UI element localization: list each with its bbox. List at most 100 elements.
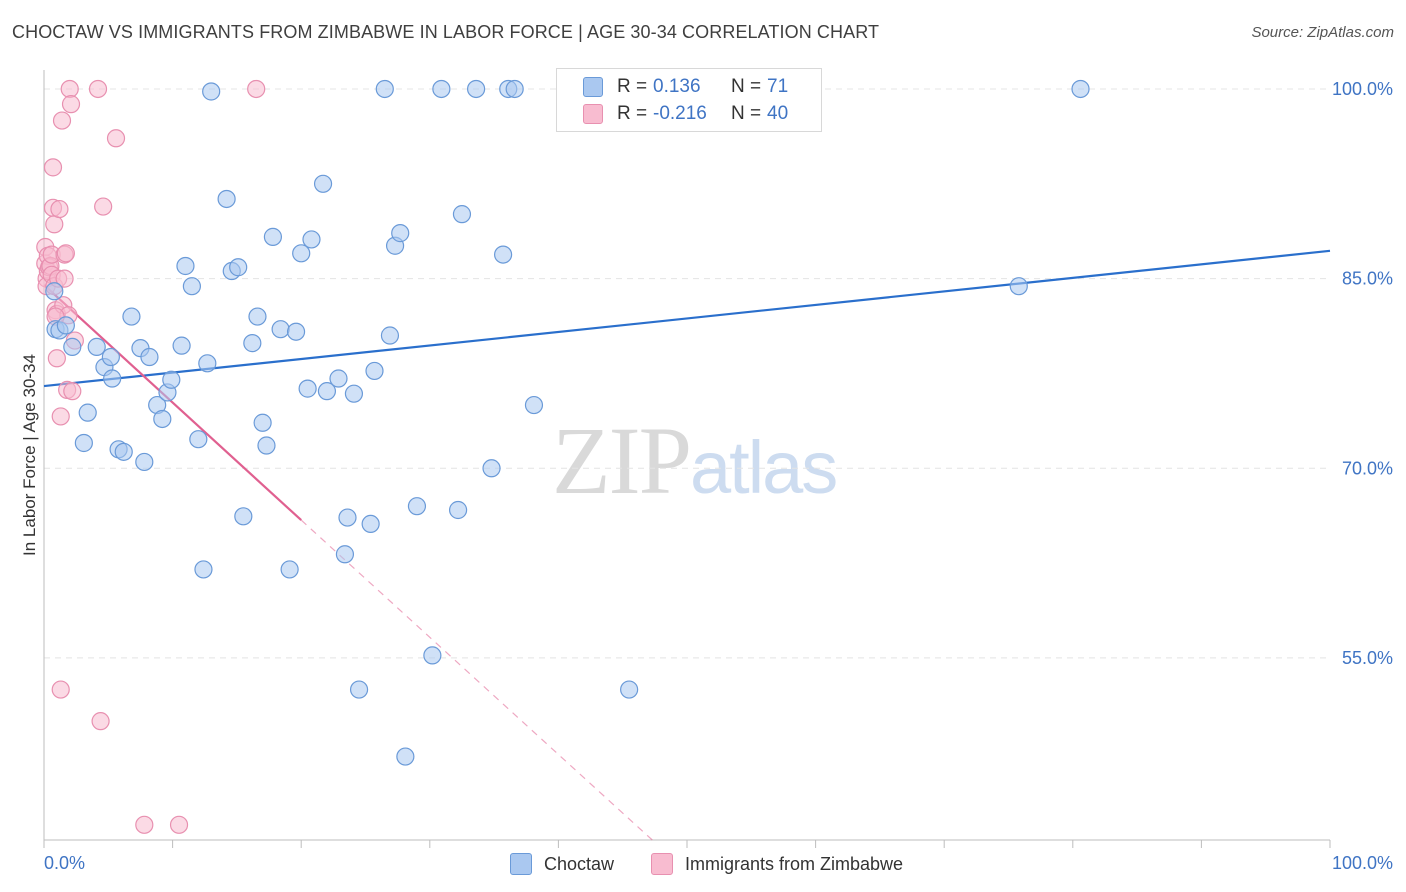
bottom-legend-label-zimbabwe: Immigrants from Zimbabwe	[685, 853, 904, 874]
watermark: ZIPatlas	[552, 405, 838, 516]
choctaw-point	[335, 545, 355, 564]
choctaw-point	[391, 224, 410, 243]
choctaw-point	[45, 282, 64, 301]
y-tick-label: 70.0%	[1342, 458, 1393, 478]
legend-n-value: 40	[767, 103, 789, 124]
choctaw-point	[396, 747, 415, 766]
zimbabwe-point	[106, 129, 126, 148]
zimbabwe-point	[47, 349, 66, 368]
choctaw-point	[494, 245, 513, 264]
choctaw-point	[56, 316, 75, 335]
trend-lines	[43, 249, 1331, 841]
bottom-legend-swatch-choctaw	[510, 853, 532, 875]
choctaw-point	[302, 230, 321, 249]
zimbabwe-point	[94, 197, 113, 216]
choctaw-point	[253, 413, 272, 432]
choctaw-point	[198, 354, 217, 373]
choctaw-point	[74, 433, 93, 453]
choctaw-point	[263, 227, 283, 246]
legend-row-zimbabwe: R = -0.216 N = 40	[583, 101, 788, 127]
zimbabwe-point	[247, 79, 266, 99]
choctaw-point	[375, 79, 394, 99]
x-tick-label: 100.0%	[1332, 853, 1393, 873]
legend-swatch-choctaw	[583, 77, 603, 97]
choctaw-points	[45, 79, 1090, 766]
choctaw-point	[448, 500, 468, 520]
bottom-legend-swatch-zimbabwe	[651, 853, 673, 875]
zimbabwe-trend-line	[43, 284, 302, 521]
source-label: Source: ZipAtlas.com	[1251, 24, 1394, 41]
choctaw-point	[505, 79, 524, 99]
legend-row-choctaw: R = 0.136 N = 71	[583, 74, 788, 100]
choctaw-point	[338, 508, 357, 527]
choctaw-point	[202, 82, 221, 101]
choctaw-point	[432, 79, 451, 99]
choctaw-point	[87, 337, 106, 356]
watermark-zip: ZIP	[552, 407, 692, 514]
zimbabwe-trend-extension	[300, 519, 653, 841]
y-tick-label: 100.0%	[1332, 79, 1393, 99]
zimbabwe-point	[45, 215, 64, 234]
choctaw-point	[271, 320, 290, 339]
chart-title: CHOCTAW VS IMMIGRANTS FROM ZIMBABWE IN L…	[12, 22, 880, 42]
y-tick-label: 55.0%	[1342, 648, 1393, 668]
zimbabwe-point	[88, 79, 108, 99]
choctaw-point	[482, 459, 501, 478]
choctaw-point	[103, 369, 122, 388]
legend-n-value: 71	[767, 76, 789, 97]
zimbabwe-point	[135, 815, 154, 834]
choctaw-point	[1009, 277, 1028, 296]
legend-n-label: N =	[731, 76, 762, 97]
stats-legend: R = 0.136 N = 71 R = -0.216 N = 40	[556, 68, 822, 132]
tick-labels: 55.0% 70.0% 85.0% 100.0% 0.0% 100.0%	[44, 79, 1393, 873]
zimbabwe-point	[55, 269, 74, 288]
zimbabwe-point	[61, 95, 81, 114]
choctaw-point	[114, 442, 133, 461]
choctaw-point	[229, 258, 248, 277]
choctaw-point	[189, 430, 208, 449]
zimbabwe-point	[43, 158, 63, 177]
legend-r-value: -0.216	[653, 103, 707, 124]
choctaw-point	[248, 307, 267, 326]
zimbabwe-point	[51, 680, 70, 699]
choctaw-point	[361, 514, 380, 534]
choctaw-point	[217, 189, 236, 209]
legend-r-label: R =	[617, 103, 648, 124]
bottom-legend-choctaw: Choctaw	[510, 852, 614, 876]
choctaw-trend-line	[43, 249, 1331, 388]
grid-lines	[44, 88, 1330, 659]
choctaw-point	[423, 646, 442, 665]
choctaw-point	[380, 326, 400, 345]
watermark-atlas: atlas	[690, 426, 838, 509]
choctaw-point	[280, 560, 299, 579]
choctaw-point	[135, 452, 154, 472]
bottom-legend-label-choctaw: Choctaw	[544, 853, 615, 874]
choctaw-point	[344, 384, 364, 403]
choctaw-point	[620, 680, 639, 699]
choctaw-point	[63, 337, 82, 356]
zimbabwe-point	[56, 244, 75, 263]
bottom-legend-zimbabwe: Immigrants from Zimbabwe	[651, 852, 903, 876]
choctaw-point	[524, 395, 544, 415]
zimbabwe-point	[91, 712, 110, 731]
zimbabwe-point	[63, 382, 82, 401]
choctaw-point	[365, 361, 384, 381]
zimbabwe-point	[169, 815, 189, 834]
choctaw-point	[1071, 79, 1090, 99]
choctaw-point	[286, 322, 306, 341]
y-tick-label: 85.0%	[1342, 269, 1393, 289]
choctaw-point	[313, 174, 333, 193]
legend-r-label: R =	[617, 76, 648, 97]
choctaw-point	[349, 680, 369, 699]
zimbabwe-point	[51, 407, 70, 426]
choctaw-point	[176, 256, 195, 276]
axes	[43, 70, 1331, 848]
x-tick-label: 0.0%	[44, 853, 85, 873]
choctaw-point	[317, 382, 337, 401]
choctaw-point	[452, 205, 472, 224]
zimbabwe-point	[60, 79, 79, 99]
choctaw-point	[298, 379, 317, 398]
choctaw-point	[292, 244, 311, 263]
choctaw-point	[329, 369, 348, 388]
